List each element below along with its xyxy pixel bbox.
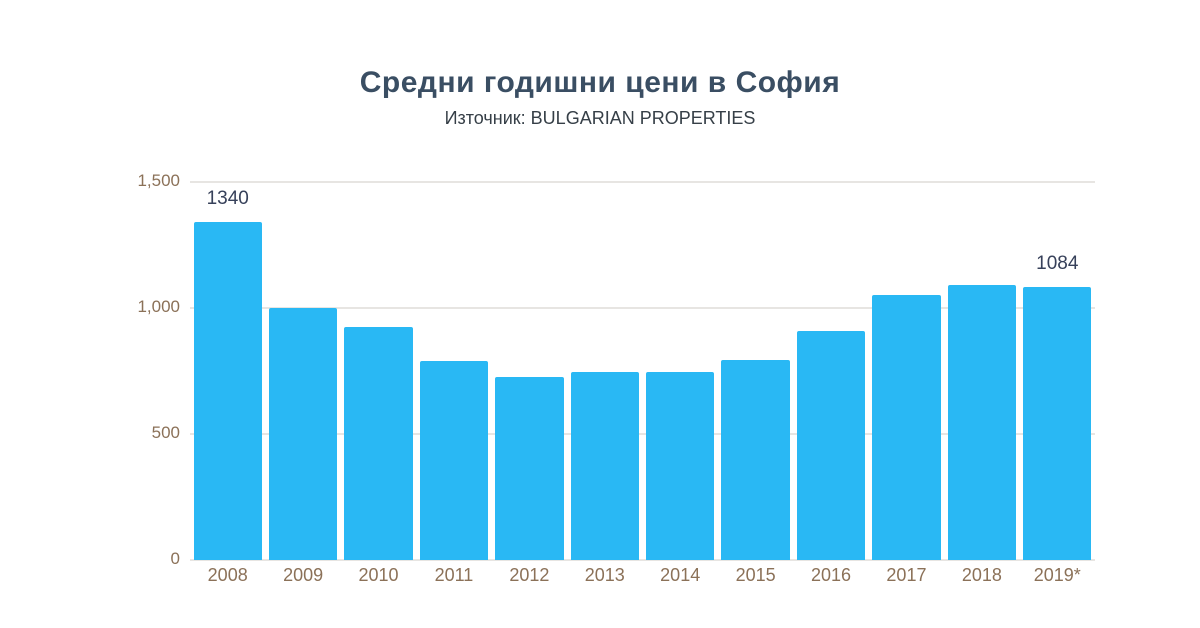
chart-title: Средни годишни цени в София (359, 66, 841, 99)
y-tick-label-0: 0 (170, 549, 180, 568)
x-tick-label-2016: 2016 (811, 565, 852, 585)
y-tick-label-1,000: 1,000 (137, 297, 180, 316)
x-tick-label-2014: 2014 (660, 565, 701, 585)
x-tick-label-2012: 2012 (509, 565, 550, 585)
x-tick-label-2013: 2013 (584, 565, 625, 585)
bar-2013 (570, 372, 639, 560)
bar-2015 (721, 359, 790, 560)
x-tick-label-2010: 2010 (358, 565, 399, 585)
x-tick-label-2019*: 2019* (1033, 565, 1081, 585)
bar-2018 (947, 285, 1017, 560)
bar-2011 (419, 360, 489, 560)
bar-value-label-2019*: 1084 (1036, 252, 1079, 274)
x-tick-label-2017: 2017 (886, 565, 927, 585)
x-tick-label-2018: 2018 (961, 565, 1002, 585)
bar-2019* (1023, 286, 1092, 560)
x-tick-label-2008: 2008 (207, 565, 248, 585)
plot-area (190, 181, 1095, 561)
bar-2008 (193, 222, 262, 560)
gridline-500 (190, 433, 1095, 435)
bar-2017 (872, 295, 941, 560)
bar-2010 (344, 326, 413, 560)
bar-2012 (495, 377, 564, 560)
x-tick-label-2015: 2015 (735, 565, 776, 585)
gridline-0 (190, 559, 1095, 561)
bar-value-label-2008: 1340 (206, 188, 249, 210)
bar-2009 (268, 308, 338, 560)
y-tick-label-1,500: 1,500 (137, 171, 180, 190)
chart-subtitle: Източник: BULGARIAN PROPERTIES (444, 108, 756, 128)
x-tick-label-2009: 2009 (283, 565, 324, 585)
gridline-1,500 (190, 181, 1095, 183)
y-tick-label-500: 500 (151, 423, 180, 442)
x-tick-label-2011: 2011 (434, 565, 474, 585)
bar-2016 (796, 330, 866, 560)
bar-2014 (646, 372, 715, 560)
gridline-1,000 (190, 307, 1095, 309)
